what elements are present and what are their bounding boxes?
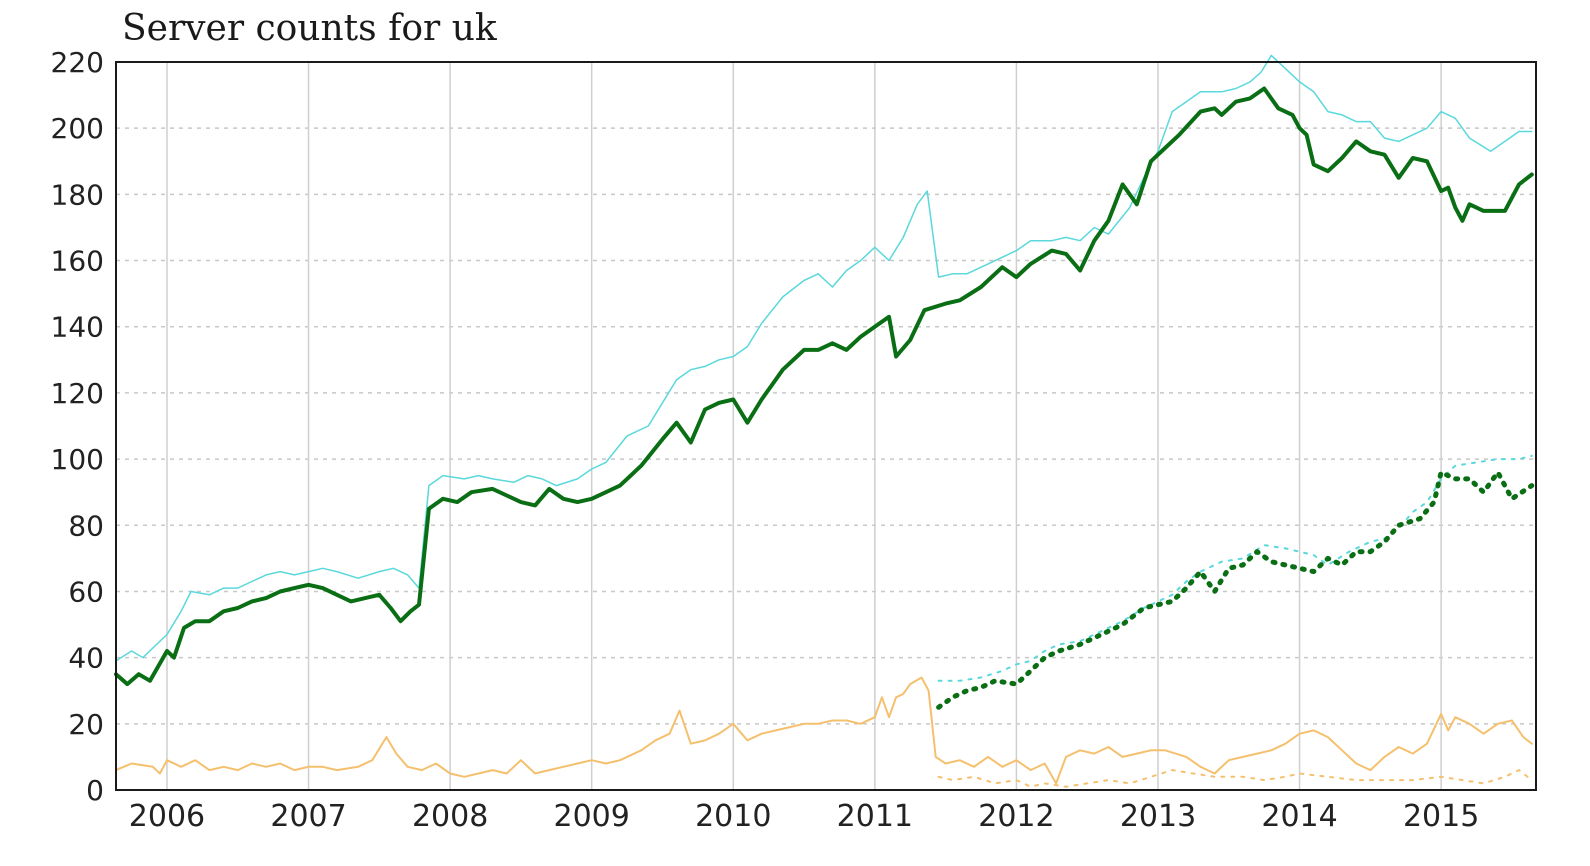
x-tick-label: 2015: [1403, 799, 1479, 834]
x-tick-label: 2014: [1261, 799, 1337, 834]
y-tick-label: 60: [68, 575, 104, 608]
x-tick-label: 2007: [270, 799, 346, 834]
y-tick-label: 160: [51, 245, 104, 278]
y-tick-label: 0: [86, 774, 104, 807]
y-tick-label: 80: [68, 509, 104, 542]
y-tick-label: 40: [68, 642, 104, 675]
chart-title: Server counts for uk: [122, 8, 497, 49]
x-tick-label: 2008: [412, 799, 488, 834]
y-tick-label: 120: [51, 377, 104, 410]
plot-frame: [115, 61, 1537, 791]
x-tick-label: 2013: [1120, 799, 1196, 834]
grid-layer: [116, 62, 1536, 790]
axis-layer: 0 20 40 60 80 100 120 140 160 180 200 220 2006 2007 20…: [51, 46, 1537, 834]
x-tick-label: 2012: [978, 799, 1054, 834]
x-tick-label: 2009: [554, 799, 630, 834]
series-line-3: [115, 676, 1533, 785]
series-line-5: [936, 469, 1535, 710]
x-tick-label: 2010: [695, 799, 771, 834]
series-line-1: [115, 54, 1533, 662]
y-tick-label: 180: [51, 178, 104, 211]
y-tick-label: 200: [51, 112, 104, 145]
x-tick-label: 2006: [129, 799, 205, 834]
y-tick-label: 140: [51, 311, 104, 344]
x-tick-label: 2011: [837, 799, 913, 834]
y-tick-label: 20: [68, 708, 104, 741]
y-tick-label: 220: [51, 46, 104, 79]
series-line-2: [114, 86, 1534, 687]
y-tick-label: 100: [51, 443, 104, 476]
series-layer: [114, 54, 1535, 788]
series-line-6: [937, 769, 1533, 788]
